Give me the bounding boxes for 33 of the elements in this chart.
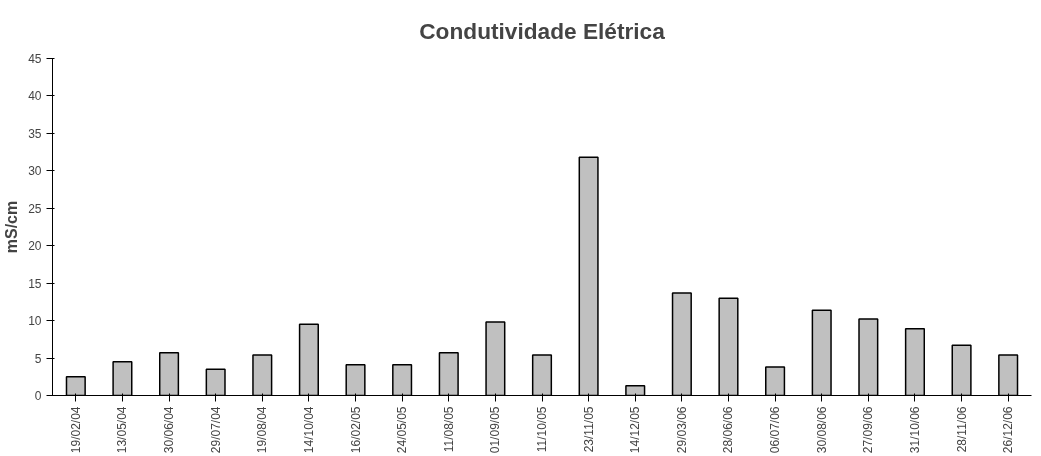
y-tick-label: 0 bbox=[34, 389, 42, 403]
x-tick-label: 01/09/05 bbox=[488, 406, 503, 454]
x-tick-label: 24/05/05 bbox=[395, 406, 410, 454]
x-tick-label: 06/07/06 bbox=[768, 406, 783, 454]
x-tick-label: 11/08/05 bbox=[441, 406, 456, 453]
y-tick-label: 30 bbox=[28, 164, 42, 179]
x-tick-label: 30/08/06 bbox=[814, 406, 829, 454]
y-tick-label: 20 bbox=[28, 239, 42, 254]
x-tick-label: 13/05/04 bbox=[115, 406, 130, 454]
y-tick-label: 45 bbox=[28, 52, 42, 66]
x-tick-label: 29/07/04 bbox=[208, 406, 223, 454]
x-tick-label: 28/06/06 bbox=[721, 406, 736, 454]
x-tick-label: 14/10/04 bbox=[301, 406, 316, 454]
x-tick-label: 11/10/05 bbox=[535, 406, 549, 453]
y-tick-label: 10 bbox=[28, 314, 42, 329]
y-axis-title: mS/cm bbox=[3, 200, 21, 254]
x-tick-label: 16/02/05 bbox=[348, 406, 363, 454]
chart-title: Condutividade Elétrica bbox=[419, 17, 666, 44]
x-tick-label: 26/12/06 bbox=[1001, 406, 1016, 454]
y-tick-label: 5 bbox=[34, 351, 42, 366]
x-tick-label: 14/12/05 bbox=[628, 406, 643, 454]
x-tick-label: 28/11/06 bbox=[954, 406, 969, 453]
x-tick-label: 27/09/06 bbox=[861, 406, 876, 454]
y-tick-label: 35 bbox=[28, 126, 42, 141]
y-tick-label: 25 bbox=[28, 201, 42, 216]
x-tick-label: 30/06/04 bbox=[162, 406, 177, 454]
x-tick-label: 19/02/04 bbox=[68, 406, 83, 454]
x-tick-label: 19/08/04 bbox=[255, 406, 270, 454]
x-tick-label: 23/11/05 bbox=[581, 406, 596, 453]
x-tick-label: 29/03/06 bbox=[674, 406, 689, 454]
y-tick-label: 15 bbox=[28, 276, 42, 291]
x-tick-label: 31/10/06 bbox=[907, 406, 922, 454]
y-tick-label: 40 bbox=[28, 89, 42, 104]
